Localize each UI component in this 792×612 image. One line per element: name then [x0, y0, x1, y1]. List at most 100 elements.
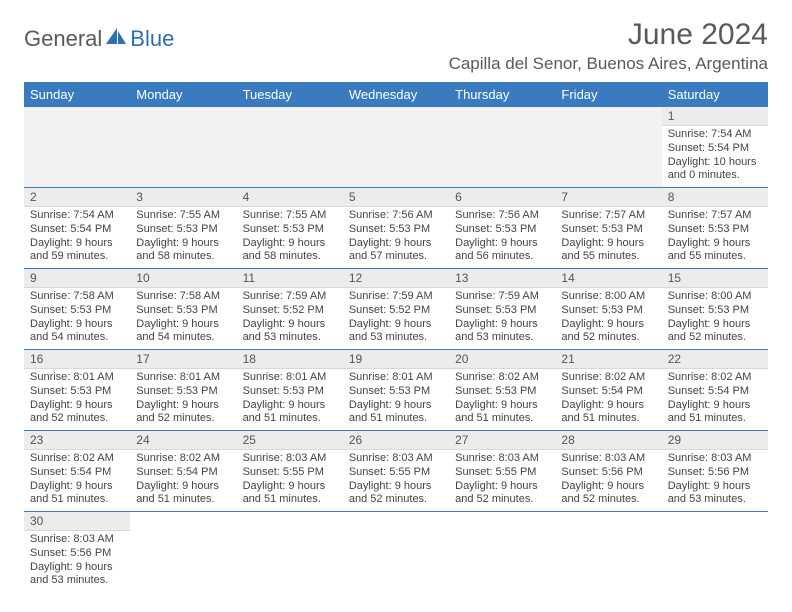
calendar-day-cell: 16Sunrise: 8:01 AMSunset: 5:53 PMDayligh…: [24, 350, 130, 431]
sunset-text: Sunset: 5:52 PM: [349, 304, 443, 318]
calendar-empty-cell: [130, 512, 236, 593]
day-number: 30: [24, 512, 130, 531]
daylight-text: Daylight: 9 hours and 55 minutes.: [561, 237, 655, 265]
day-number: 14: [555, 269, 661, 288]
day-details: Sunrise: 8:02 AMSunset: 5:53 PMDaylight:…: [449, 369, 555, 430]
daylight-text: Daylight: 9 hours and 51 minutes.: [668, 399, 762, 427]
calendar-day-cell: 28Sunrise: 8:03 AMSunset: 5:56 PMDayligh…: [555, 431, 661, 512]
daylight-text: Daylight: 9 hours and 53 minutes.: [243, 318, 337, 346]
sunrise-text: Sunrise: 8:03 AM: [668, 452, 762, 466]
calendar-day-cell: 23Sunrise: 8:02 AMSunset: 5:54 PMDayligh…: [24, 431, 130, 512]
calendar-week-row: 23Sunrise: 8:02 AMSunset: 5:54 PMDayligh…: [24, 431, 768, 512]
sunrise-text: Sunrise: 8:01 AM: [349, 371, 443, 385]
daylight-text: Daylight: 9 hours and 51 minutes.: [243, 399, 337, 427]
sunset-text: Sunset: 5:53 PM: [455, 223, 549, 237]
calendar-day-cell: 19Sunrise: 8:01 AMSunset: 5:53 PMDayligh…: [343, 350, 449, 431]
day-details: Sunrise: 8:00 AMSunset: 5:53 PMDaylight:…: [555, 288, 661, 349]
calendar-week-row: 30Sunrise: 8:03 AMSunset: 5:56 PMDayligh…: [24, 512, 768, 593]
sunrise-text: Sunrise: 7:59 AM: [349, 290, 443, 304]
sunset-text: Sunset: 5:53 PM: [668, 304, 762, 318]
calendar-day-cell: 4Sunrise: 7:55 AMSunset: 5:53 PMDaylight…: [237, 188, 343, 269]
day-details: Sunrise: 7:55 AMSunset: 5:53 PMDaylight:…: [237, 207, 343, 268]
logo-text-general: General: [24, 26, 102, 52]
daylight-text: Daylight: 9 hours and 51 minutes.: [455, 399, 549, 427]
calendar-day-cell: 17Sunrise: 8:01 AMSunset: 5:53 PMDayligh…: [130, 350, 236, 431]
calendar-day-cell: 26Sunrise: 8:03 AMSunset: 5:55 PMDayligh…: [343, 431, 449, 512]
daylight-text: Daylight: 9 hours and 54 minutes.: [136, 318, 230, 346]
daylight-text: Daylight: 9 hours and 58 minutes.: [243, 237, 337, 265]
sunset-text: Sunset: 5:56 PM: [30, 547, 124, 561]
sunrise-text: Sunrise: 7:58 AM: [136, 290, 230, 304]
day-number: 13: [449, 269, 555, 288]
day-details: Sunrise: 8:01 AMSunset: 5:53 PMDaylight:…: [130, 369, 236, 430]
sunset-text: Sunset: 5:52 PM: [243, 304, 337, 318]
logo-text-blue: Blue: [130, 26, 174, 52]
weekday-header: Monday: [130, 82, 236, 107]
sunset-text: Sunset: 5:53 PM: [243, 223, 337, 237]
day-number: 7: [555, 188, 661, 207]
calendar-day-cell: 10Sunrise: 7:58 AMSunset: 5:53 PMDayligh…: [130, 269, 236, 350]
calendar-day-cell: 27Sunrise: 8:03 AMSunset: 5:55 PMDayligh…: [449, 431, 555, 512]
calendar-day-cell: 25Sunrise: 8:03 AMSunset: 5:55 PMDayligh…: [237, 431, 343, 512]
calendar-week-row: 9Sunrise: 7:58 AMSunset: 5:53 PMDaylight…: [24, 269, 768, 350]
daylight-text: Daylight: 9 hours and 52 minutes.: [561, 318, 655, 346]
day-details: Sunrise: 8:03 AMSunset: 5:56 PMDaylight:…: [662, 450, 768, 511]
calendar-week-row: 2Sunrise: 7:54 AMSunset: 5:54 PMDaylight…: [24, 188, 768, 269]
day-number: 28: [555, 431, 661, 450]
day-number: 5: [343, 188, 449, 207]
sunset-text: Sunset: 5:53 PM: [455, 385, 549, 399]
day-number: 6: [449, 188, 555, 207]
day-details: Sunrise: 7:54 AMSunset: 5:54 PMDaylight:…: [662, 126, 768, 187]
day-details: Sunrise: 8:03 AMSunset: 5:55 PMDaylight:…: [449, 450, 555, 511]
calendar-empty-cell: [237, 107, 343, 188]
sunset-text: Sunset: 5:53 PM: [455, 304, 549, 318]
day-number: 3: [130, 188, 236, 207]
day-details: Sunrise: 8:03 AMSunset: 5:56 PMDaylight:…: [555, 450, 661, 511]
day-number: 4: [237, 188, 343, 207]
sunrise-text: Sunrise: 8:01 AM: [30, 371, 124, 385]
calendar-empty-cell: [24, 107, 130, 188]
sunrise-text: Sunrise: 8:01 AM: [136, 371, 230, 385]
day-number: 27: [449, 431, 555, 450]
day-number: 8: [662, 188, 768, 207]
daylight-text: Daylight: 9 hours and 52 minutes.: [561, 480, 655, 508]
calendar-empty-cell: [555, 107, 661, 188]
calendar-day-cell: 24Sunrise: 8:02 AMSunset: 5:54 PMDayligh…: [130, 431, 236, 512]
day-details: Sunrise: 8:00 AMSunset: 5:53 PMDaylight:…: [662, 288, 768, 349]
sunrise-text: Sunrise: 7:55 AM: [243, 209, 337, 223]
day-details: Sunrise: 8:02 AMSunset: 5:54 PMDaylight:…: [130, 450, 236, 511]
daylight-text: Daylight: 9 hours and 57 minutes.: [349, 237, 443, 265]
calendar-empty-cell: [343, 107, 449, 188]
day-number: 10: [130, 269, 236, 288]
daylight-text: Daylight: 9 hours and 54 minutes.: [30, 318, 124, 346]
calendar-table: SundayMondayTuesdayWednesdayThursdayFrid…: [24, 82, 768, 592]
sunset-text: Sunset: 5:53 PM: [136, 385, 230, 399]
calendar-empty-cell: [130, 107, 236, 188]
calendar-day-cell: 9Sunrise: 7:58 AMSunset: 5:53 PMDaylight…: [24, 269, 130, 350]
calendar-empty-cell: [555, 512, 661, 593]
calendar-day-cell: 21Sunrise: 8:02 AMSunset: 5:54 PMDayligh…: [555, 350, 661, 431]
sunrise-text: Sunrise: 7:56 AM: [455, 209, 549, 223]
daylight-text: Daylight: 9 hours and 52 minutes.: [349, 480, 443, 508]
day-details: Sunrise: 8:01 AMSunset: 5:53 PMDaylight:…: [343, 369, 449, 430]
day-details: Sunrise: 8:02 AMSunset: 5:54 PMDaylight:…: [662, 369, 768, 430]
sunset-text: Sunset: 5:54 PM: [30, 223, 124, 237]
day-details: Sunrise: 8:01 AMSunset: 5:53 PMDaylight:…: [24, 369, 130, 430]
sunset-text: Sunset: 5:53 PM: [561, 223, 655, 237]
day-details: Sunrise: 8:03 AMSunset: 5:56 PMDaylight:…: [24, 531, 130, 592]
sunrise-text: Sunrise: 7:57 AM: [668, 209, 762, 223]
daylight-text: Daylight: 9 hours and 53 minutes.: [349, 318, 443, 346]
logo: General Blue: [24, 18, 174, 52]
calendar-day-cell: 7 Sunrise: 7:57 AMSunset: 5:53 PMDaylight…: [555, 188, 661, 269]
day-number: 1: [662, 107, 768, 126]
daylight-text: Daylight: 9 hours and 55 minutes.: [668, 237, 762, 265]
weekday-header: Tuesday: [237, 82, 343, 107]
calendar-day-cell: 20Sunrise: 8:02 AMSunset: 5:53 PMDayligh…: [449, 350, 555, 431]
sunrise-text: Sunrise: 7:54 AM: [30, 209, 124, 223]
sunset-text: Sunset: 5:56 PM: [561, 466, 655, 480]
sunset-text: Sunset: 5:53 PM: [243, 385, 337, 399]
daylight-text: Daylight: 9 hours and 58 minutes.: [136, 237, 230, 265]
day-number: 20: [449, 350, 555, 369]
sunrise-text: Sunrise: 7:57 AM: [561, 209, 655, 223]
location: Capilla del Senor, Buenos Aires, Argenti…: [449, 54, 768, 74]
